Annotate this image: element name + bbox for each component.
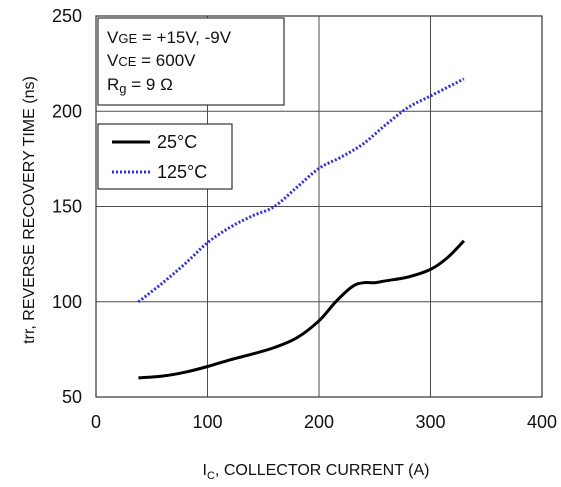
legend-label-25c: 25°C [157, 132, 197, 152]
legend: 25°C 125°C [97, 123, 233, 190]
series-layer [137, 77, 465, 380]
y-tick-label: 150 [52, 197, 82, 217]
x-tick-label: 0 [91, 412, 101, 432]
y-tick-labels: 50 100 150 200 250 [52, 6, 82, 407]
series-line-0 [138, 239, 465, 380]
y-tick-label: 100 [52, 292, 82, 312]
x-tick-labels: 0 100 200 300 400 [91, 412, 557, 432]
y-axis-title: trr, REVERSE RECOVERY TIME (ns) [21, 76, 38, 344]
x-axis-title: IC, COLLECTOR CURRENT (A) [203, 462, 430, 482]
x-tick-label: 300 [415, 412, 445, 432]
vge-condition: VGE = +15V, -9V [107, 28, 232, 47]
x-tick-label: 100 [192, 412, 222, 432]
x-tick-label: 200 [304, 412, 334, 432]
y-tick-label: 50 [62, 387, 82, 407]
y-tick-label: 250 [52, 6, 82, 26]
vce-condition: VCE = 600V [107, 51, 196, 70]
conditions-box: VGE = +15V, -9V VCE = 600V Rg = 9 Ω [97, 17, 285, 106]
series-line-1 [137, 77, 465, 303]
y-tick-label: 200 [52, 101, 82, 121]
x-tick-label: 400 [527, 412, 557, 432]
plot-frame [95, 15, 543, 398]
legend-label-125c: 125°C [157, 162, 207, 182]
rg-condition: Rg = 9 Ω [107, 75, 173, 96]
